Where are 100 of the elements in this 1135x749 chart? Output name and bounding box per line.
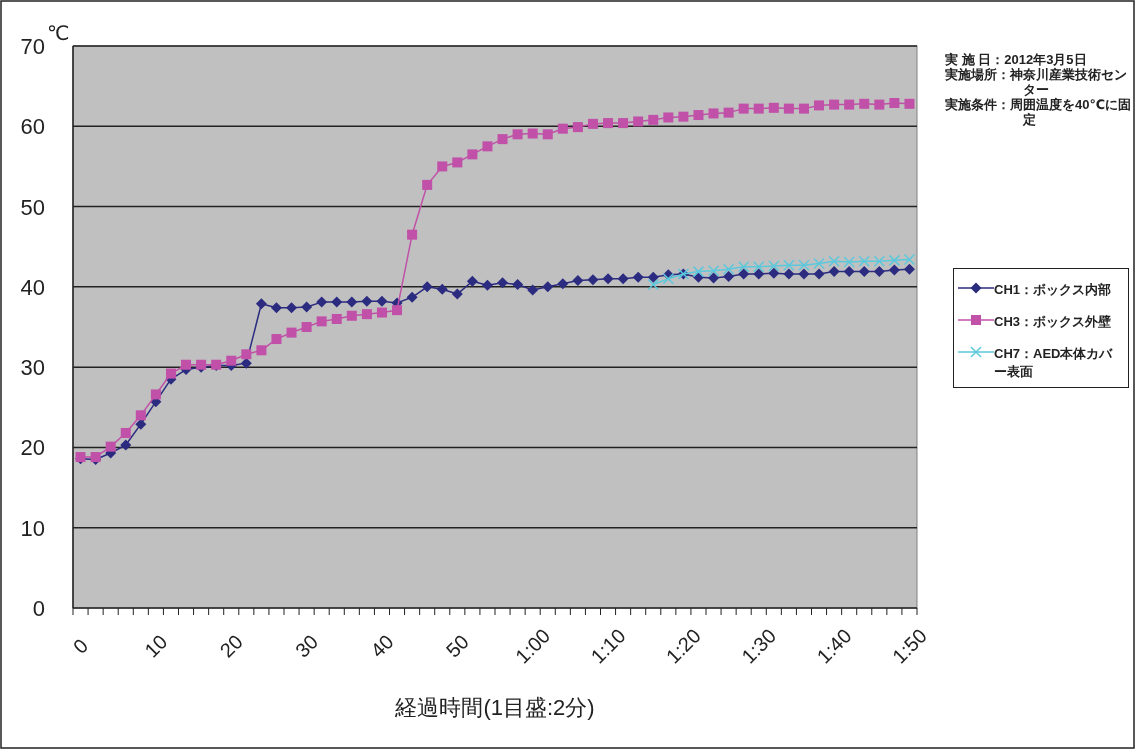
point (602, 273, 614, 285)
point (406, 291, 418, 303)
point (346, 296, 358, 308)
point (843, 266, 855, 278)
point (814, 100, 825, 111)
point (603, 118, 614, 129)
x-tick-label: 10 (140, 630, 172, 662)
point (481, 279, 493, 291)
y-tick-label: 20 (20, 435, 45, 461)
point (452, 157, 463, 168)
point (888, 254, 901, 267)
point (723, 107, 734, 118)
point (316, 296, 328, 308)
point (497, 134, 508, 145)
point (813, 257, 825, 270)
text: 実施場所：神奈川産業技術センター (945, 67, 1128, 97)
point (618, 118, 629, 129)
y-tick-label: 10 (20, 515, 45, 541)
point (316, 316, 327, 327)
point (421, 281, 433, 293)
point (527, 128, 538, 139)
point (301, 322, 312, 332)
point (120, 439, 132, 451)
point (768, 267, 780, 279)
point (512, 129, 523, 140)
point (753, 261, 765, 273)
point (783, 103, 794, 114)
point (165, 368, 176, 379)
point (226, 355, 237, 366)
point (407, 229, 418, 240)
point (617, 273, 629, 285)
point (753, 268, 765, 280)
point (693, 110, 704, 121)
x-tick-label: 20 (215, 630, 247, 662)
point (467, 149, 478, 160)
point (557, 123, 568, 134)
point (707, 265, 720, 277)
point (708, 108, 719, 119)
y-tick-label: 0 (32, 596, 45, 621)
point (873, 266, 885, 278)
point (828, 255, 840, 267)
y-tick-label: 70 (20, 34, 45, 59)
point (346, 310, 357, 321)
point (331, 313, 342, 324)
point (482, 141, 493, 152)
point (361, 295, 373, 307)
legend-label: CH7：AED本体カバー表面 (994, 345, 1114, 381)
legend-label: CH3：ボックス外壁 (994, 313, 1112, 331)
point (874, 99, 885, 110)
point (753, 103, 764, 114)
point (648, 114, 659, 125)
point (647, 271, 659, 283)
legend-label: CH1：ボックス内部 (994, 281, 1112, 299)
point (422, 179, 433, 190)
point (437, 161, 448, 172)
point (376, 307, 387, 318)
point (722, 263, 735, 275)
point (663, 112, 674, 123)
point (150, 389, 161, 400)
point (331, 296, 343, 308)
point (436, 283, 448, 295)
point (512, 278, 524, 290)
point (858, 255, 870, 267)
point (392, 305, 403, 316)
y-axis-title: ℃ (47, 22, 70, 44)
point (587, 274, 599, 286)
text: 実 施 日：2012年3月5日 (945, 52, 1088, 67)
point (451, 288, 463, 300)
x-tick-label: 40 (366, 630, 398, 662)
point (241, 349, 252, 360)
point (798, 103, 809, 114)
point (904, 98, 915, 109)
point (271, 334, 282, 345)
y-tick-label: 60 (20, 114, 45, 140)
point (286, 327, 297, 338)
x-axis-title: 経過時間(1目盛:2分) (394, 695, 595, 720)
point (692, 265, 705, 278)
point (376, 295, 388, 307)
point (858, 266, 870, 278)
point (738, 268, 750, 280)
point (632, 271, 644, 283)
point (135, 410, 146, 421)
point (903, 263, 915, 275)
point (466, 275, 478, 287)
point (542, 129, 553, 140)
point (286, 302, 298, 314)
point (738, 103, 749, 114)
point (828, 266, 840, 278)
point (572, 122, 583, 133)
point (542, 281, 554, 293)
point (873, 255, 886, 267)
point (708, 272, 720, 284)
point (361, 309, 372, 320)
point (647, 278, 659, 291)
point (783, 259, 795, 271)
point (844, 99, 855, 110)
point (798, 268, 810, 280)
point (527, 284, 539, 296)
point (270, 302, 282, 314)
point (859, 98, 870, 109)
